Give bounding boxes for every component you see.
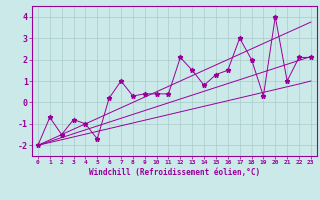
X-axis label: Windchill (Refroidissement éolien,°C): Windchill (Refroidissement éolien,°C)	[89, 168, 260, 177]
